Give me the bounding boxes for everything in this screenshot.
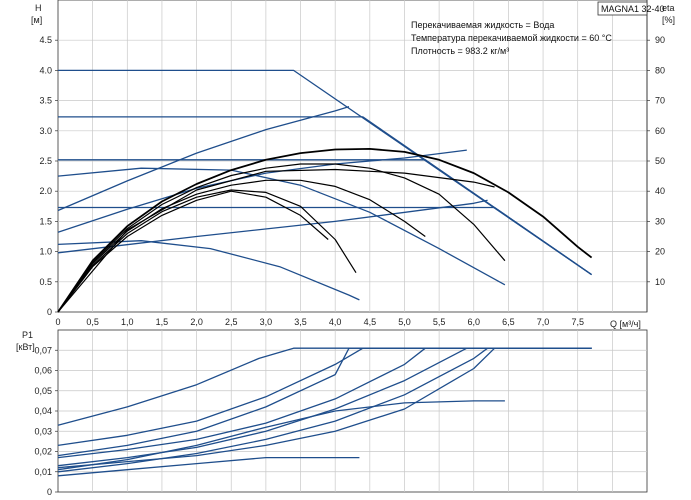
info-line-fluid: Перекачиваемая жидкость = Вода (411, 20, 554, 30)
lower-y-tick-label: 0,01 (34, 467, 52, 477)
x-tick-label: 0 (55, 317, 60, 327)
lower-ylabel-line2: [кВт] (16, 342, 35, 352)
power-curve-3 (57, 347, 592, 459)
x-axis-label: Q [м³/ч] (610, 319, 641, 329)
upper-ylabel-line2: [м] (31, 15, 42, 25)
lower-tick-labels: 0 0,01 0,02 0,03 0,04 0,05 0,06 0,07 (34, 345, 58, 497)
x-tick-label: 4,0 (329, 317, 342, 327)
head-curve-blue-2 (58, 116, 592, 276)
efficiency-curve-black-2 (57, 163, 506, 313)
head-curve-blue-4 (58, 206, 592, 276)
x-tick-label: 4,5 (364, 317, 377, 327)
upper-frame (57, 0, 648, 313)
x-tick-label: 7,5 (571, 317, 584, 327)
x-tick-label: 3,0 (260, 317, 273, 327)
lower-y-tick-label: 0,05 (34, 386, 52, 396)
x-tick-label: 7,0 (537, 317, 550, 327)
x-tick-label: 2,0 (190, 317, 203, 327)
efficiency-curve-black-6 (57, 168, 495, 313)
head-curve-blue-6 (57, 149, 467, 233)
info-line-temperature: Температура перекачиваемой жидкости = 60… (411, 33, 612, 43)
x-tick-label: 1,0 (121, 317, 134, 327)
power-curve-9 (57, 347, 592, 473)
upper-y-tick-label: 3.0 (39, 126, 52, 136)
x-tick-label: 6,5 (502, 317, 515, 327)
power-curve-6 (57, 456, 360, 477)
power-curve-7 (57, 347, 592, 467)
lower-ylabel-line1: P1 (22, 330, 33, 340)
x-tick-label: 5,0 (398, 317, 411, 327)
eta-tick-label: 40 (655, 186, 665, 196)
head-curve-blue-7 (57, 240, 360, 301)
lower-y-tick-label: 0,03 (34, 426, 52, 436)
efficiency-curve-black-1 (57, 147, 593, 313)
x-tick-label: 3,5 (294, 317, 307, 327)
eta-tick-label: 30 (655, 216, 665, 226)
power-curve-5 (57, 400, 505, 471)
upper-grid (57, 0, 648, 313)
x-tick-label: 1,5 (156, 317, 169, 327)
upper-tick-labels: 0 0.5 1.0 1.5 2.0 2.5 3.0 3.5 4.0 4.5 10 20 30 40 50 60… (39, 35, 665, 327)
x-tick-label: 6,0 (468, 317, 481, 327)
upper-y-tick-label: 4.0 (39, 65, 52, 75)
upper-ylabel-line1: H (35, 3, 42, 13)
model-label-box (597, 1, 648, 16)
head-curve-blue-8 (57, 105, 350, 212)
upper-y-tick-label: 0.5 (39, 277, 52, 287)
eta-tick-label: 60 (655, 126, 665, 136)
power-curve-8 (57, 347, 592, 457)
eta-tick-label: 80 (655, 65, 665, 75)
x-tick-label: 0,5 (86, 317, 99, 327)
eta-tick-label: 90 (655, 35, 665, 45)
eta-tick-label: 20 (655, 247, 665, 257)
lower-blue-curves (57, 347, 592, 477)
upper-y-tick-label: 2.0 (39, 186, 52, 196)
upper-y-tick-label: 0 (47, 307, 52, 317)
power-curve-4 (57, 347, 592, 469)
upper-y-tick-label: 1.0 (39, 247, 52, 257)
x-tick-label: 2,5 (225, 317, 238, 327)
lower-y-tick-label: 0 (47, 487, 52, 497)
upper-y-tick-label: 2.5 (39, 156, 52, 166)
upper-black-curves (57, 147, 593, 313)
upper-y-tick-label: 3.5 (39, 96, 52, 106)
lower-y-tick-label: 0,06 (34, 366, 52, 376)
eta-label-line1: eta (662, 3, 675, 13)
eta-label-line2: [%] (662, 15, 675, 25)
eta-tick-label: 10 (655, 277, 665, 287)
upper-y-tick-label: 1.5 (39, 216, 52, 226)
lower-y-tick-label: 0,04 (34, 406, 52, 416)
lower-y-tick-label: 0,02 (34, 447, 52, 457)
efficiency-curve-black-5 (57, 189, 357, 313)
power-curve-1 (57, 347, 592, 426)
upper-y-tick-label: 4.5 (39, 35, 52, 45)
model-label: MAGNA1 32-40 (601, 4, 665, 14)
head-curve-blue-9 (57, 199, 488, 254)
x-tick-label: 5,5 (433, 317, 446, 327)
upper-blue-curves (57, 69, 592, 301)
power-curve-2 (57, 347, 592, 447)
lower-y-tick-label: 0,07 (34, 345, 52, 355)
eta-tick-label: 50 (655, 156, 665, 166)
info-line-density: Плотность = 983.2 кг/м³ (411, 46, 509, 56)
eta-tick-label: 70 (655, 96, 665, 106)
head-curve-blue-5 (57, 167, 506, 286)
